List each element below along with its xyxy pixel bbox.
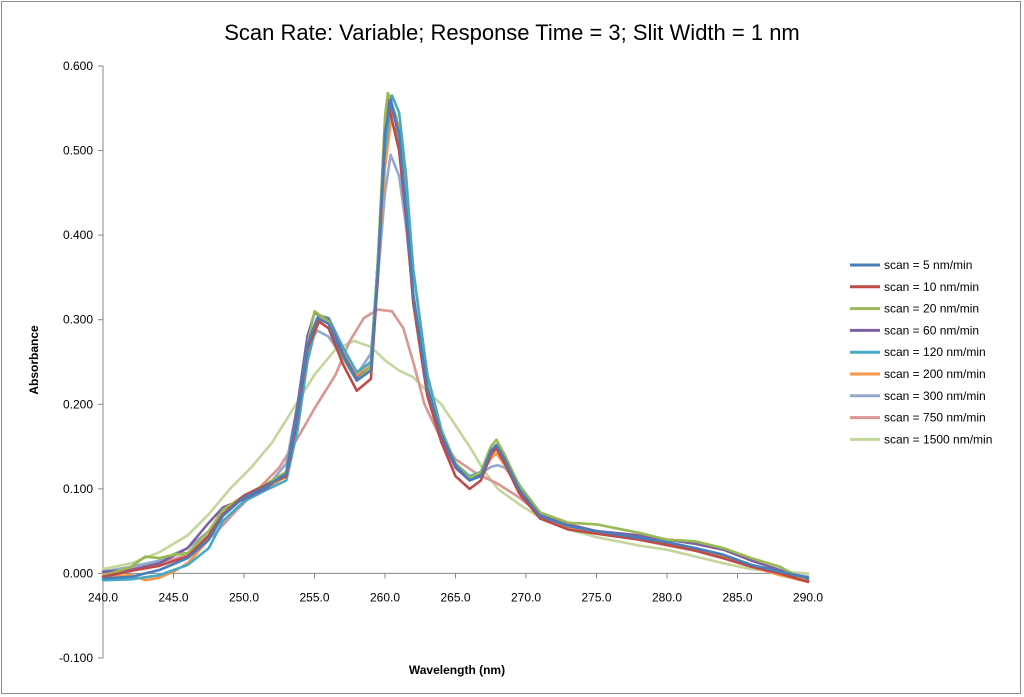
series-line-1: [101, 107, 810, 584]
x-axis-title: Wavelength (nm): [409, 663, 505, 677]
y-tick-label: 0.000: [63, 566, 93, 580]
x-tick-label: 265.0: [440, 590, 470, 604]
legend-entry: scan = 300 nm/min: [884, 389, 986, 403]
legend-entry: scan = 200 nm/min: [884, 367, 986, 381]
x-tick-label: 255.0: [299, 590, 329, 604]
legend-entry: scan = 60 nm/min: [884, 323, 979, 337]
legend: scan = 5 nm/min scan = 10 nm/min scan = 20…: [850, 258, 992, 446]
series-line-2: [101, 91, 810, 584]
legend-entry: scan = 750 nm/min: [884, 411, 986, 425]
x-tick-label: 245.0: [158, 590, 188, 604]
y-tick-label: 0.100: [63, 482, 93, 496]
x-tick-label: 250.0: [229, 590, 259, 604]
legend-entry: scan = 1500 nm/min: [884, 432, 992, 446]
legend-entry: scan = 5 nm/min: [884, 258, 972, 272]
x-tick-label: 290.0: [793, 590, 823, 604]
chart-title: Scan Rate: Variable; Response Time = 3; …: [224, 20, 800, 45]
y-tick-label: 0.200: [63, 397, 93, 411]
series-line-5: [101, 111, 810, 584]
y-tick-label: 0.500: [63, 144, 93, 158]
x-tick-label: 275.0: [581, 590, 611, 604]
y-tick-label: -0.100: [59, 651, 93, 665]
x-tick-label: 240.0: [88, 590, 118, 604]
legend-entry: scan = 120 nm/min: [884, 345, 986, 359]
x-tick-label: 260.0: [370, 590, 400, 604]
x-tick-label: 285.0: [722, 590, 752, 604]
legend-entry: scan = 20 nm/min: [884, 302, 979, 316]
y-tick-label: 0.400: [63, 228, 93, 242]
series-lines: [101, 91, 810, 584]
axes: -0.100 0.000 0.100 0.200 0.300 0.400 0.500 0.60…: [59, 59, 823, 665]
x-tick-label: 270.0: [511, 590, 541, 604]
x-tick-label: 280.0: [652, 590, 682, 604]
y-axis-title: Absorbance: [27, 325, 41, 395]
y-tick-label: 0.300: [63, 313, 93, 327]
series-line-3: [101, 94, 810, 582]
y-tick-label: 0.600: [63, 59, 93, 73]
legend-entry: scan = 10 nm/min: [884, 280, 979, 294]
series-line-0: [101, 98, 810, 580]
series-line-4: [101, 94, 810, 582]
